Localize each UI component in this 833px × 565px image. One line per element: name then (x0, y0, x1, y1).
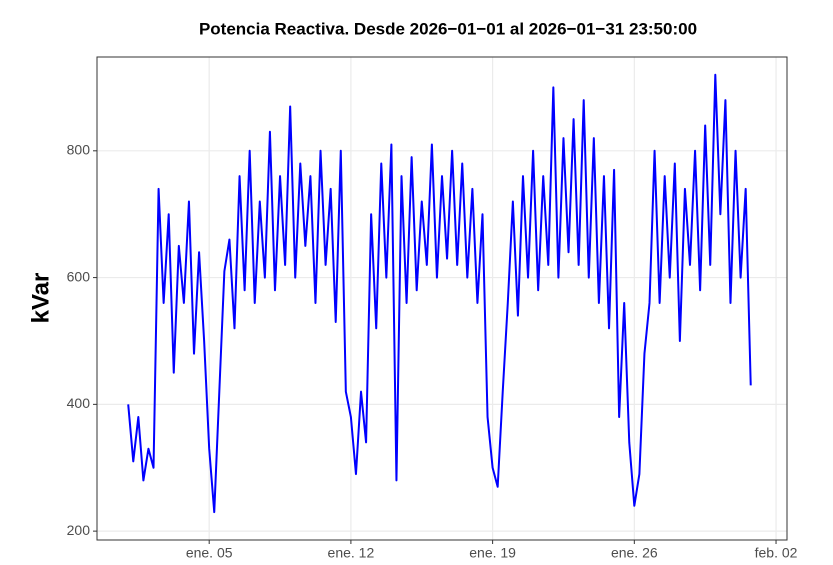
x-tick-label: ene. 26 (611, 545, 658, 561)
chart-title: Potencia Reactiva. Desde 2026−01−01 al 2… (199, 19, 697, 38)
x-tick-label: ene. 05 (186, 545, 233, 561)
y-tick-label: 400 (67, 395, 91, 411)
y-tick-label: 200 (67, 522, 91, 538)
x-tick-label: ene. 12 (328, 545, 375, 561)
x-tick-label: feb. 02 (755, 545, 798, 561)
panel-border (96, 56, 788, 541)
plot-area (127, 73, 752, 514)
x-tick-label: ene. 19 (469, 545, 516, 561)
y-tick-label: 800 (67, 142, 91, 158)
y-tick-label: 600 (67, 268, 91, 284)
axes: 200 400 600 800 ene. 05 ene. 12 ene. 19 ene. 26… (67, 142, 798, 561)
y-axis-label: kVar (27, 273, 54, 324)
data-line (127, 73, 752, 514)
